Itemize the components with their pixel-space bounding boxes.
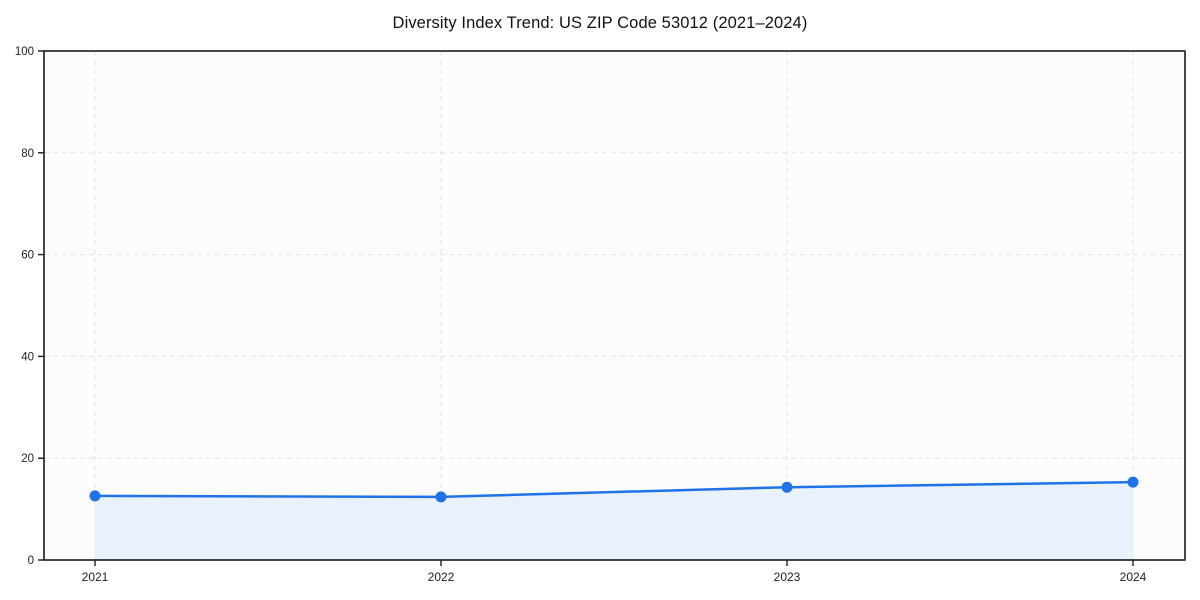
y-tick-label: 100 xyxy=(15,46,34,58)
y-tick-label: 60 xyxy=(21,250,34,262)
y-tick-label: 40 xyxy=(21,351,34,363)
plot-background xyxy=(44,51,1185,560)
y-tick-label: 20 xyxy=(21,453,34,465)
y-tick-label: 80 xyxy=(21,148,34,160)
trend-line xyxy=(93,480,1135,499)
data-point xyxy=(1127,476,1139,488)
data-point xyxy=(89,490,101,502)
x-tick-label: 2021 xyxy=(82,570,109,584)
data-point xyxy=(781,481,793,493)
y-tick-label: 0 xyxy=(28,555,34,567)
chart-title: Diversity Index Trend: US ZIP Code 53012… xyxy=(392,14,808,32)
area-fill xyxy=(95,482,1133,560)
axis-frame xyxy=(43,50,1186,561)
x-tick-label: 2022 xyxy=(428,570,455,584)
x-tick-label: 2023 xyxy=(774,570,801,584)
x-tick-label: 2024 xyxy=(1120,570,1147,584)
data-point xyxy=(435,491,447,503)
